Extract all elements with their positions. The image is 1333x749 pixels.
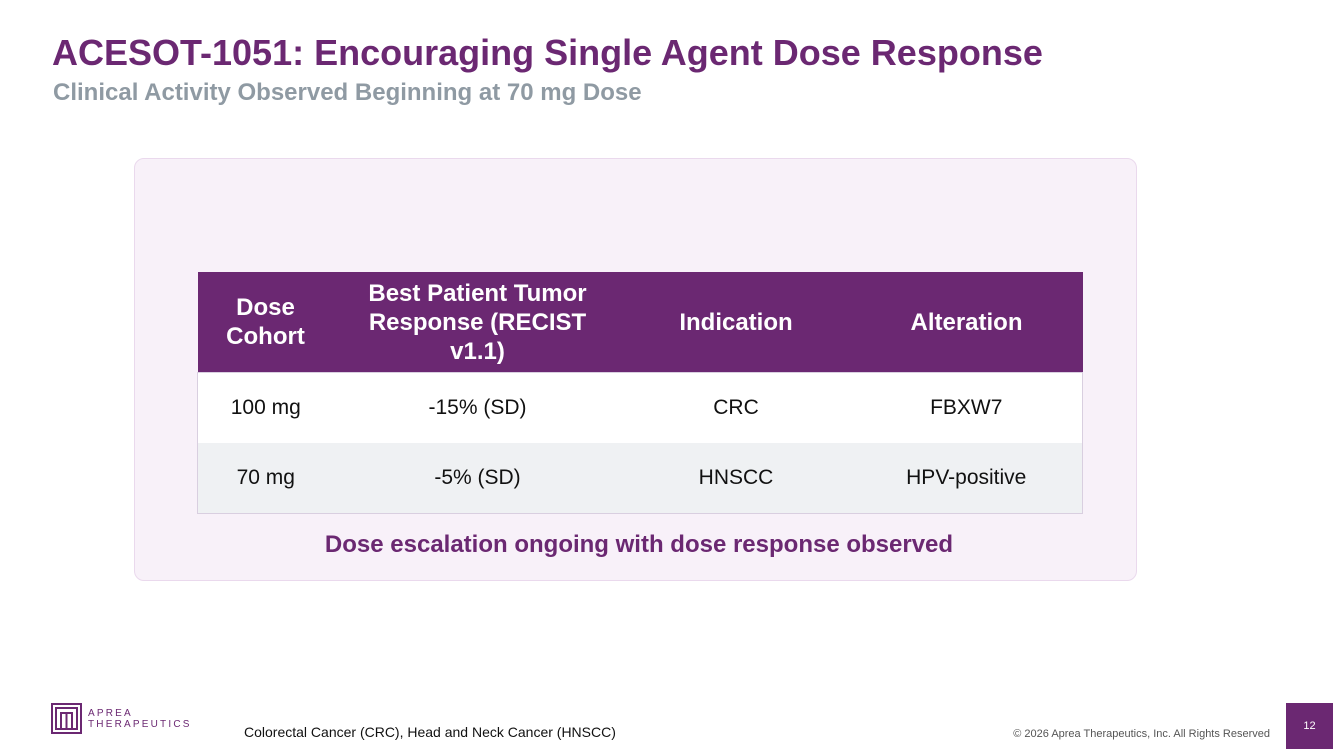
aprea-logo-icon	[51, 703, 82, 734]
header-dose-cohort: Dose Cohort	[197, 272, 334, 373]
cell-alteration: HPV-positive	[850, 443, 1083, 514]
header-alteration: Alteration	[850, 272, 1083, 373]
callout-text: Dose escalation ongoing with dose respon…	[324, 531, 954, 558]
logo-line-2: THERAPEUTICS	[88, 718, 192, 730]
logo-line-1: APREA	[88, 707, 133, 719]
cell-alteration: FBXW7	[850, 372, 1083, 443]
table-row: 100 mg -15% (SD) CRC FBXW7	[197, 372, 1083, 443]
header-best-response: Best Patient Tumor Response (RECIST v1.1…	[333, 272, 622, 373]
header-indication: Indication	[621, 272, 851, 373]
copyright: © 2026 Aprea Therapeutics, Inc. All Righ…	[1013, 728, 1270, 740]
cell-dose: 70 mg	[197, 443, 334, 514]
cell-indication: HNSCC	[621, 443, 851, 514]
slide-title: ACESOT-1051: Encouraging Single Agent Do…	[52, 32, 1043, 73]
company-logo: APREA THERAPEUTICS	[51, 703, 192, 734]
cell-indication: CRC	[621, 372, 851, 443]
footnote: Colorectal Cancer (CRC), Head and Neck C…	[244, 724, 616, 740]
cell-response: -15% (SD)	[333, 372, 622, 443]
page-number: 12	[1286, 703, 1333, 749]
cell-dose: 100 mg	[197, 372, 334, 443]
table-row: 70 mg -5% (SD) HNSCC HPV-positive	[197, 443, 1083, 514]
cell-response: -5% (SD)	[333, 443, 622, 514]
slide-subtitle: Clinical Activity Observed Beginning at …	[53, 79, 642, 106]
table-header-row: Dose Cohort Best Patient Tumor Response …	[197, 272, 1083, 373]
dose-response-table: Dose Cohort Best Patient Tumor Response …	[197, 272, 1083, 514]
